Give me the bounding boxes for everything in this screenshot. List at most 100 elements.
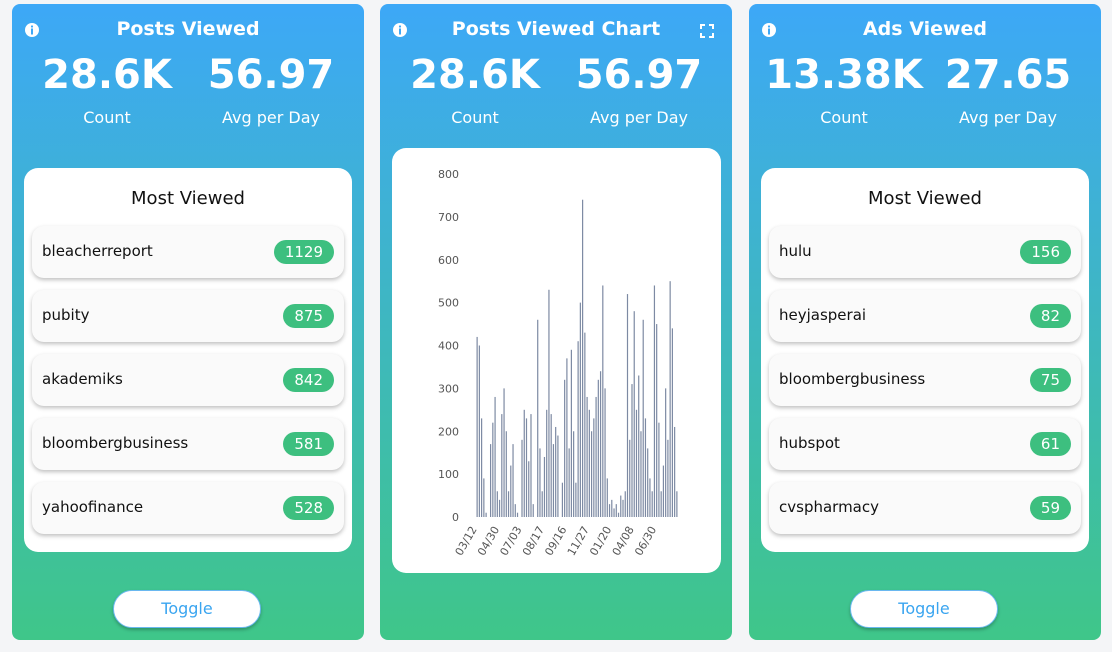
- item-name: hubspot: [779, 434, 840, 452]
- bar: [638, 375, 640, 517]
- list-title: Most Viewed: [868, 188, 982, 209]
- bar: [647, 448, 649, 517]
- stat-label: Avg per Day: [590, 108, 688, 127]
- bar: [640, 431, 642, 517]
- bar: [606, 478, 608, 517]
- bar: [656, 324, 658, 517]
- stat-value: 28.6K: [410, 52, 540, 98]
- stat-label: Count: [83, 108, 131, 127]
- list-item[interactable]: bloombergbusiness 581: [32, 418, 344, 470]
- bar: [573, 431, 575, 517]
- info-icon[interactable]: [761, 22, 777, 38]
- bar: [676, 491, 678, 517]
- bar: [579, 302, 581, 517]
- info-bar: [399, 28, 401, 35]
- y-tick-label: 700: [438, 211, 459, 224]
- info-icon[interactable]: [24, 22, 40, 38]
- list-item[interactable]: cvspharmacy 59: [769, 482, 1081, 534]
- bar: [555, 426, 557, 517]
- bar: [510, 465, 512, 517]
- list-item[interactable]: yahoofinance 528: [32, 482, 344, 534]
- bar: [642, 319, 644, 517]
- y-tick-label: 600: [438, 254, 459, 267]
- stat-value: 13.38K: [765, 52, 923, 98]
- info-icon[interactable]: [392, 22, 408, 38]
- item-count: 842: [283, 368, 334, 392]
- bar: [593, 418, 595, 517]
- bar: [674, 426, 676, 517]
- bar: [651, 491, 653, 517]
- bar: [622, 499, 624, 517]
- list-item[interactable]: akademiks 842: [32, 354, 344, 406]
- bar: [512, 444, 514, 517]
- card-title: Posts Viewed: [116, 18, 260, 40]
- chart: 010020030040050060070080003/1204/3007/03…: [438, 168, 678, 558]
- item-count: 82: [1029, 304, 1071, 328]
- bar: [626, 294, 629, 517]
- info-bar: [31, 28, 33, 35]
- stat-value: 28.6K: [42, 52, 172, 98]
- toggle-button[interactable]: Toggle: [113, 590, 261, 628]
- list-title: Most Viewed: [131, 188, 245, 209]
- bar: [617, 512, 620, 517]
- x-tick-label: 06/30: [632, 524, 659, 558]
- bar: [478, 345, 480, 517]
- info-bar: [768, 28, 770, 35]
- bar: [566, 358, 568, 517]
- bar: [649, 478, 651, 517]
- bar: [575, 482, 577, 517]
- stat-value: 56.97: [207, 52, 335, 98]
- item-count: 156: [1020, 240, 1071, 264]
- item-name: heyjasperai: [779, 306, 867, 324]
- bar: [568, 448, 570, 517]
- y-tick-label: 100: [438, 468, 459, 481]
- bar: [516, 512, 519, 517]
- bar: [602, 285, 604, 517]
- bar: [501, 414, 503, 517]
- bar: [582, 199, 584, 517]
- bar: [537, 319, 539, 517]
- y-tick-label: 0: [452, 511, 459, 524]
- bar: [476, 336, 478, 517]
- bar: [507, 491, 510, 517]
- expand-icon[interactable]: [700, 24, 714, 38]
- y-tick-label: 200: [438, 425, 459, 438]
- list-item[interactable]: heyjasperai 82: [769, 290, 1081, 342]
- list-item[interactable]: pubity 875: [32, 290, 344, 342]
- bar: [671, 328, 673, 517]
- bar: [492, 422, 494, 517]
- bar: [483, 478, 485, 517]
- list-item[interactable]: hulu 156: [769, 226, 1081, 278]
- stat-label: Avg per Day: [959, 108, 1057, 127]
- bar: [485, 512, 487, 517]
- item-name: bloombergbusiness: [779, 370, 926, 388]
- item-name: pubity: [42, 306, 90, 324]
- bar: [523, 409, 525, 517]
- bar: [590, 431, 593, 517]
- card: Posts Viewed 28.6K Count 56.97 Avg per Day Mo…: [12, 4, 364, 640]
- stat-label: Count: [451, 108, 499, 127]
- bar: [489, 444, 492, 517]
- bar: [557, 435, 559, 517]
- bar: [550, 414, 552, 517]
- toggle-button[interactable]: Toggle: [850, 590, 998, 628]
- bar: [521, 439, 523, 517]
- bar: [629, 439, 631, 517]
- bar: [561, 482, 564, 517]
- item-count: 581: [283, 432, 334, 456]
- list-item[interactable]: hubspot 61: [769, 418, 1081, 470]
- bar: [546, 409, 548, 517]
- item-name: hulu: [779, 242, 812, 260]
- item-name: akademiks: [42, 370, 123, 388]
- item-count: 875: [283, 304, 334, 328]
- list-item[interactable]: bloombergbusiness 75: [769, 354, 1081, 406]
- bar: [505, 431, 507, 517]
- card-title: Ads Viewed: [862, 18, 988, 40]
- stat-value: 56.97: [575, 52, 703, 98]
- bar: [595, 396, 597, 517]
- bar: [503, 388, 505, 517]
- list-item[interactable]: bleacherreport 1129: [32, 226, 344, 278]
- stat-label: Count: [820, 108, 868, 127]
- bar: [611, 499, 613, 517]
- bar: [608, 504, 611, 517]
